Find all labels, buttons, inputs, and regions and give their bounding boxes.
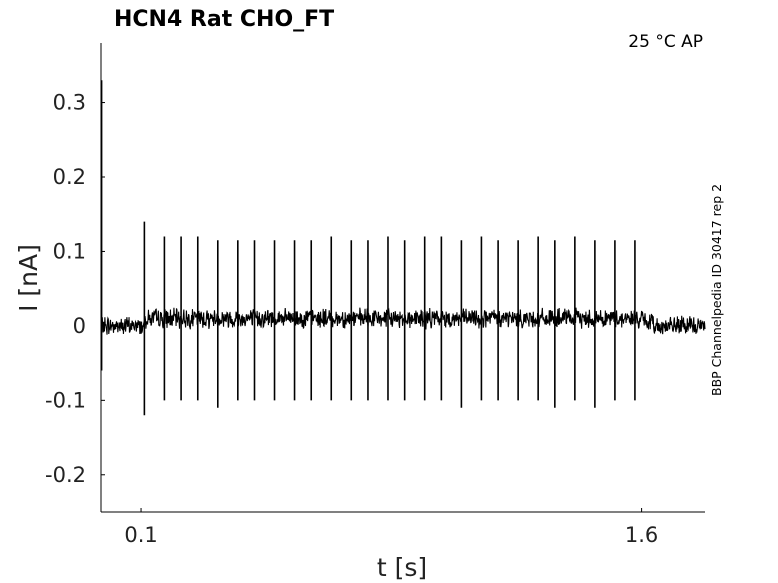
trace-layer <box>100 80 706 416</box>
axes: 0.3 0.2 0.1 0 -0.1 -0.2 0.1 1.6 <box>45 43 705 547</box>
x-axis-label: t [s] <box>377 553 427 582</box>
y-tick-label: 0.3 <box>53 91 86 115</box>
y-axis-label: I [nA] <box>14 244 43 312</box>
y-tick-label: -0.1 <box>45 388 86 412</box>
y-tick-label: 0 <box>73 314 86 338</box>
y-tick-label: 0.2 <box>53 165 86 189</box>
trace-baseline <box>100 307 706 335</box>
y-tick-label: 0.1 <box>53 239 86 263</box>
recording-conditions: 25 °C AP <box>628 32 703 52</box>
x-tick-label: 0.1 <box>124 523 157 547</box>
y-tick-label: -0.2 <box>45 463 86 487</box>
x-tick-label: 1.6 <box>625 523 658 547</box>
chart-title: HCN4 Rat CHO_FT <box>114 7 334 32</box>
channelpedia-id-label: BBP Channelpedia ID 30417 rep 2 <box>709 184 724 396</box>
